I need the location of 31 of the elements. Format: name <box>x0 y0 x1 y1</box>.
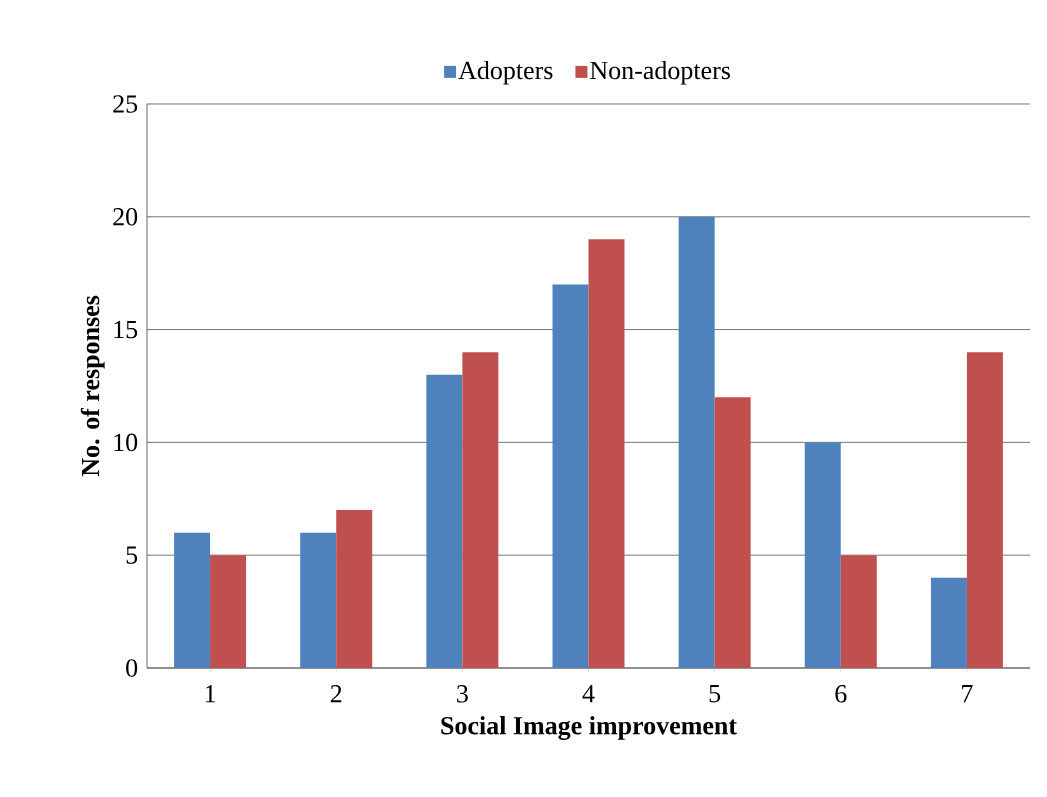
y-tick-label: 25 <box>113 95 138 113</box>
legend-label: Non-adopters <box>590 60 730 85</box>
x-axis-title: Social Image improvement <box>441 716 737 740</box>
y-tick-label: 15 <box>114 320 138 339</box>
y-tick-label: 5 <box>126 546 138 564</box>
x-tick-label: 3 <box>457 685 468 703</box>
bar <box>930 577 967 668</box>
x-tick-label: 7 <box>962 685 973 703</box>
y-tick-label: 0 <box>126 659 138 677</box>
bar <box>588 239 625 668</box>
x-tick-label: 6 <box>835 685 847 703</box>
bar <box>426 374 463 668</box>
bar <box>210 555 247 668</box>
x-tick-label: 1 <box>205 685 216 703</box>
bar <box>336 510 373 668</box>
legend-label: Adopters <box>458 60 553 85</box>
x-tick-label: 4 <box>582 685 595 703</box>
bar <box>462 352 499 668</box>
y-axis-title: No. of responses <box>80 295 105 477</box>
bar <box>714 397 751 668</box>
bar <box>840 555 877 668</box>
bar <box>174 532 211 668</box>
y-tick-label: 10 <box>114 433 138 452</box>
bar <box>804 442 841 668</box>
bar <box>300 532 337 668</box>
x-tick-label: 2 <box>330 685 342 703</box>
y-tick-label: 20 <box>113 208 138 226</box>
bar <box>552 284 589 668</box>
x-tick-label: 5 <box>709 685 721 703</box>
bar <box>678 216 715 668</box>
bar <box>966 352 1003 668</box>
